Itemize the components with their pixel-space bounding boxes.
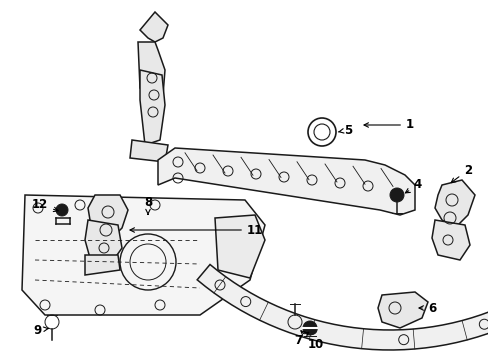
Text: 1: 1 (363, 118, 413, 131)
Text: 6: 6 (418, 302, 435, 315)
Polygon shape (138, 42, 164, 105)
Text: 10: 10 (300, 331, 324, 351)
Text: 11: 11 (130, 224, 263, 237)
Circle shape (303, 321, 316, 335)
Text: 4: 4 (405, 179, 421, 193)
Text: 3: 3 (0, 359, 1, 360)
Polygon shape (215, 215, 264, 278)
Polygon shape (130, 140, 168, 162)
Text: 5: 5 (338, 123, 351, 136)
Polygon shape (434, 180, 474, 228)
Polygon shape (197, 99, 488, 350)
Polygon shape (140, 12, 168, 42)
Circle shape (389, 188, 403, 202)
Text: 9: 9 (34, 324, 48, 337)
Polygon shape (85, 255, 120, 275)
Polygon shape (431, 220, 469, 260)
Polygon shape (140, 70, 164, 145)
Text: 8: 8 (143, 195, 152, 214)
Polygon shape (158, 148, 414, 215)
Text: 2: 2 (450, 163, 471, 183)
Circle shape (56, 204, 68, 216)
Polygon shape (88, 195, 128, 238)
Polygon shape (377, 292, 427, 328)
Polygon shape (22, 195, 264, 315)
Polygon shape (85, 220, 122, 262)
Text: 12: 12 (32, 198, 58, 212)
Text: 7: 7 (293, 332, 308, 346)
